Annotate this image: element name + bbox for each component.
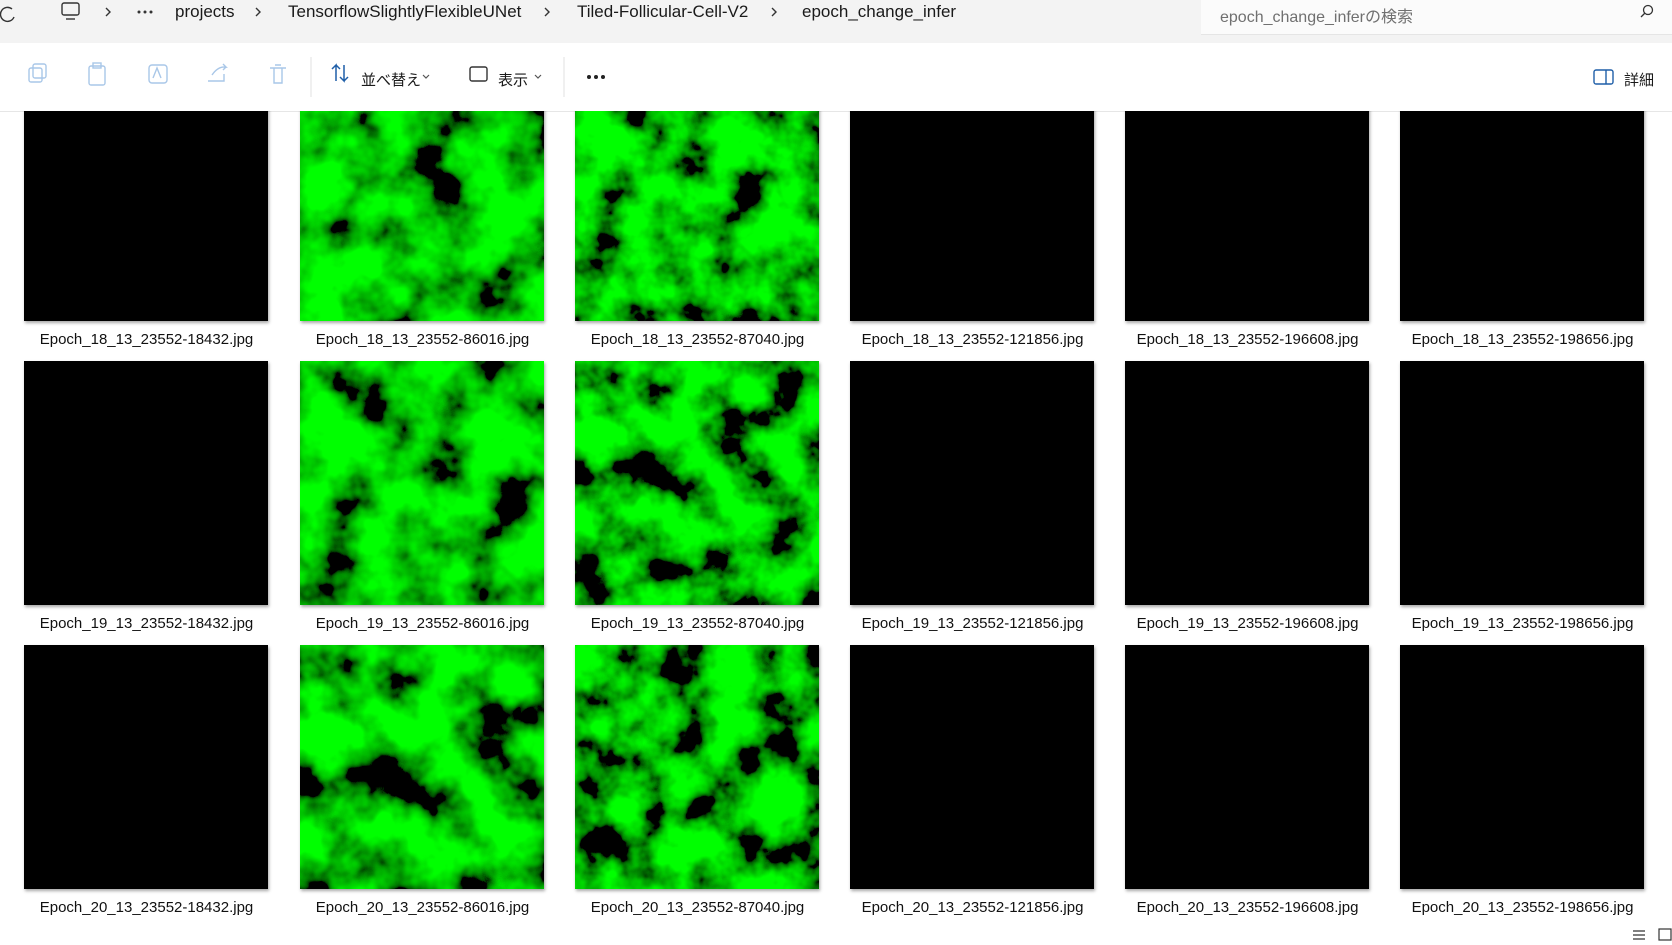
toolbar-icons (28, 57, 1614, 97)
file-name[interactable]: Epoch_18_13_23552-86016.jpg (315, 331, 530, 348)
view-button[interactable]: 表示 (498, 72, 529, 89)
file-grid: Epoch_18_13_23552-18432.jpg Epoch_18_13_2… (0, 111, 1672, 945)
file-name[interactable]: Epoch_19_13_23552-87040.jpg (590, 615, 805, 632)
file-name[interactable]: Epoch_18_13_23552-196608.jpg (1136, 331, 1359, 348)
file-name[interactable]: Epoch_20_13_23552-18432.jpg (39, 899, 254, 916)
thumbnail-image (300, 645, 544, 889)
details-button[interactable]: 詳細 (1624, 72, 1655, 89)
thumbnail[interactable] (575, 645, 819, 889)
address-icons (0, 2, 777, 23)
breadcrumb[interactable]: TensorflowSlightlyFlexibleUNet (288, 2, 522, 21)
thumbnail-image (300, 361, 544, 605)
thumbnail[interactable] (850, 361, 1094, 605)
file-name[interactable]: Epoch_19_13_23552-196608.jpg (1136, 615, 1359, 632)
thumbnail[interactable] (300, 111, 544, 321)
thumbnail-image (300, 111, 544, 321)
breadcrumb[interactable]: epoch_change_infer (802, 2, 957, 21)
file-name[interactable]: Epoch_19_13_23552-18432.jpg (39, 615, 254, 632)
file-name[interactable]: Epoch_19_13_23552-121856.jpg (861, 615, 1084, 632)
file-name[interactable]: Epoch_20_13_23552-86016.jpg (315, 899, 530, 916)
thumbnail[interactable] (850, 111, 1094, 321)
thumbnail[interactable] (1400, 361, 1644, 605)
thumbnail-image (575, 111, 819, 321)
file-name[interactable]: Epoch_20_13_23552-121856.jpg (861, 899, 1084, 916)
thumbnail[interactable] (575, 111, 819, 321)
thumbnail[interactable] (24, 361, 268, 605)
file-name[interactable]: Epoch_18_13_23552-18432.jpg (39, 331, 254, 348)
sort-button[interactable]: 並べ替え (361, 72, 422, 89)
thumbnail[interactable] (1125, 645, 1369, 889)
thumbnail[interactable] (24, 645, 268, 889)
thumbnail-image (575, 361, 819, 605)
file-name[interactable]: Epoch_19_13_23552-86016.jpg (315, 615, 530, 632)
file-name[interactable]: Epoch_20_13_23552-196608.jpg (1136, 899, 1359, 916)
thumbnail[interactable] (1125, 361, 1369, 605)
breadcrumb[interactable]: Tiled-Follicular-Cell-V2 (577, 2, 749, 21)
thumbnail[interactable] (850, 645, 1094, 889)
thumbnail[interactable] (575, 361, 819, 605)
search-placeholder: epoch_change_inferの検索 (1220, 9, 1414, 26)
file-name[interactable]: Epoch_20_13_23552-198656.jpg (1411, 899, 1634, 916)
file-name[interactable]: Epoch_20_13_23552-87040.jpg (590, 899, 805, 916)
toolbar: 並べ替え 表示 詳細 (0, 43, 1672, 112)
thumbnail[interactable] (1125, 111, 1369, 321)
view-mode-icons (1633, 928, 1672, 941)
search-box[interactable]: epoch_change_inferの検索 (1201, 0, 1672, 35)
thumbnail[interactable] (1400, 645, 1644, 889)
thumbnail[interactable] (300, 361, 544, 605)
thumbnail-image (575, 645, 819, 889)
thumbnail[interactable] (1400, 111, 1644, 321)
thumbnail[interactable] (300, 645, 544, 889)
file-name[interactable]: Epoch_19_13_23552-198656.jpg (1411, 615, 1634, 632)
file-name[interactable]: Epoch_18_13_23552-198656.jpg (1411, 331, 1634, 348)
thumbnail[interactable] (24, 111, 268, 321)
search-icon (1640, 4, 1654, 18)
breadcrumb[interactable]: projects (175, 2, 235, 21)
address-bar: projects TensorflowSlightlyFlexibleUNet … (0, 0, 1672, 43)
file-name[interactable]: Epoch_18_13_23552-121856.jpg (861, 331, 1084, 348)
file-name[interactable]: Epoch_18_13_23552-87040.jpg (590, 331, 805, 348)
